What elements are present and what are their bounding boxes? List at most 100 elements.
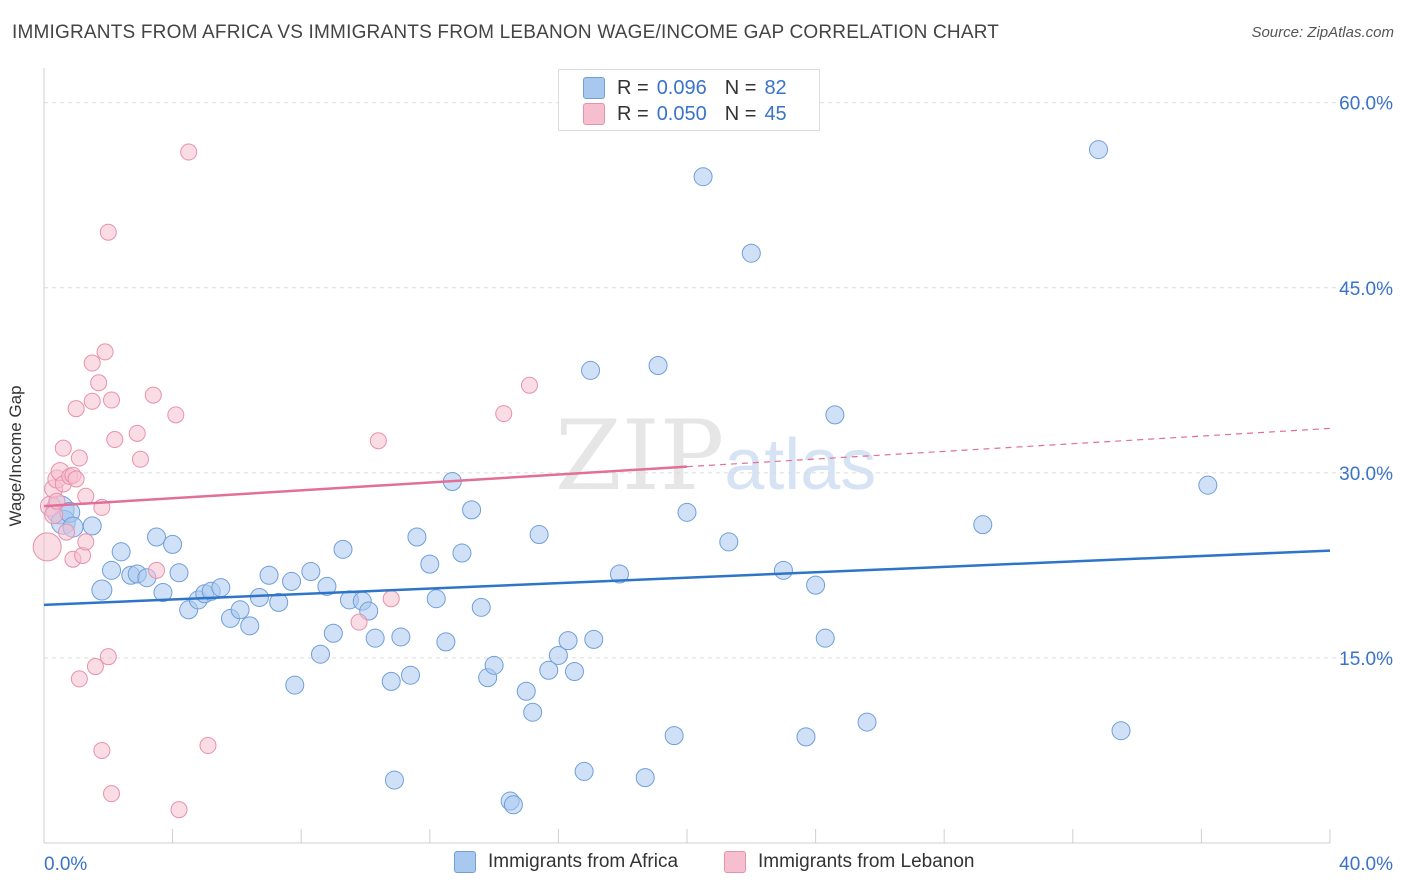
africa-point <box>825 405 845 425</box>
africa-point <box>564 661 584 681</box>
africa-point <box>269 592 289 612</box>
africa-point <box>539 660 559 680</box>
africa-point <box>401 665 421 685</box>
lebanon-r-value: 0.050 <box>656 102 707 125</box>
lebanon-trend-line-extension <box>686 427 1331 468</box>
lebanon-point <box>369 432 387 450</box>
lebanon-point <box>90 374 108 392</box>
africa-point <box>384 770 404 790</box>
africa-point <box>102 560 122 580</box>
africa-point <box>1198 475 1218 495</box>
africa-point <box>796 727 816 747</box>
lebanon-point <box>83 354 101 372</box>
lebanon-point <box>106 431 124 449</box>
africa-point <box>584 629 604 649</box>
africa-point <box>240 616 260 636</box>
lebanon-point <box>131 450 149 468</box>
africa-point <box>635 768 655 788</box>
africa-point <box>548 645 568 665</box>
africa-point <box>693 167 713 187</box>
africa-point <box>471 597 491 617</box>
africa-point <box>857 712 877 732</box>
africa-point <box>609 564 629 584</box>
africa-point <box>558 631 578 651</box>
africa-point <box>282 571 302 591</box>
africa-point <box>436 632 456 652</box>
lebanon-point <box>103 785 121 803</box>
lebanon-point <box>350 613 368 631</box>
africa-legend-label: Immigrants from Africa <box>488 851 679 872</box>
watermark-zip: ZIP <box>555 400 725 512</box>
africa-point <box>391 627 411 647</box>
africa-point <box>503 795 523 815</box>
africa-point <box>719 532 739 552</box>
lebanon-trend-line <box>43 465 688 508</box>
lebanon-point <box>99 648 117 666</box>
africa-point <box>773 560 793 580</box>
lebanon-point <box>103 391 121 409</box>
legend-item-lebanon[interactable]: Immigrants from Lebanon <box>724 851 975 873</box>
africa-point <box>815 628 835 648</box>
y-tick-label: 45.0% <box>1339 279 1393 300</box>
lebanon-swatch <box>583 103 605 125</box>
africa-point <box>462 500 482 520</box>
africa-point <box>426 589 446 609</box>
lebanon-point <box>86 658 104 676</box>
africa-point <box>82 516 102 536</box>
africa-point <box>249 587 269 607</box>
africa-point <box>523 702 543 722</box>
lebanon-point <box>32 532 62 562</box>
lebanon-point <box>170 801 188 819</box>
lebanon-point <box>77 533 95 551</box>
y-tick-label: 15.0% <box>1339 649 1393 670</box>
series-legend: Immigrants from Africa Immigrants from L… <box>0 851 1406 877</box>
africa-point <box>323 623 343 643</box>
africa-point <box>973 515 993 535</box>
correlation-legend: R = 0.096 N = 82 R = 0.050 N = 45 <box>558 69 820 131</box>
africa-point <box>333 539 353 559</box>
africa-point <box>581 360 601 380</box>
africa-point <box>574 761 594 781</box>
africa-legend-swatch <box>454 851 476 873</box>
africa-point <box>259 565 279 585</box>
lebanon-point <box>199 737 217 755</box>
lebanon-r-label: R = <box>617 102 649 125</box>
lebanon-point <box>382 590 400 608</box>
x-tick-label: 40.0% <box>1339 854 1393 875</box>
legend-item-africa[interactable]: Immigrants from Africa <box>454 851 678 873</box>
africa-point <box>285 675 305 695</box>
africa-point <box>317 576 337 596</box>
africa-trend-line <box>43 549 1331 607</box>
lebanon-point <box>70 449 88 467</box>
africa-point <box>1111 721 1131 741</box>
lebanon-point <box>77 487 95 505</box>
africa-point <box>163 534 183 554</box>
y-axis-label: Wage/Income Gap <box>6 385 25 527</box>
africa-point <box>806 575 826 595</box>
lebanon-point <box>58 523 76 541</box>
africa-point <box>407 527 427 547</box>
africa-n-label: N = <box>724 76 757 99</box>
africa-point <box>211 578 231 598</box>
africa-swatch <box>583 77 605 99</box>
africa-point <box>677 502 697 522</box>
africa-point <box>91 579 113 601</box>
lebanon-point <box>93 741 111 759</box>
lebanon-point <box>128 424 146 442</box>
lebanon-n-label: N = <box>724 102 757 125</box>
lebanon-point <box>180 143 198 161</box>
africa-point <box>516 681 536 701</box>
africa-point <box>230 600 250 620</box>
africa-point <box>310 644 330 664</box>
lebanon-point <box>167 406 185 424</box>
africa-point <box>1089 140 1109 160</box>
africa-point <box>111 542 131 562</box>
lebanon-point <box>70 670 88 688</box>
lebanon-point <box>54 439 72 457</box>
y-tick-label: 30.0% <box>1339 464 1393 485</box>
africa-point <box>741 243 761 263</box>
lebanon-point <box>67 400 85 418</box>
africa-point <box>452 543 472 563</box>
legend-row-africa: R = 0.096 N = 82 <box>583 76 787 100</box>
